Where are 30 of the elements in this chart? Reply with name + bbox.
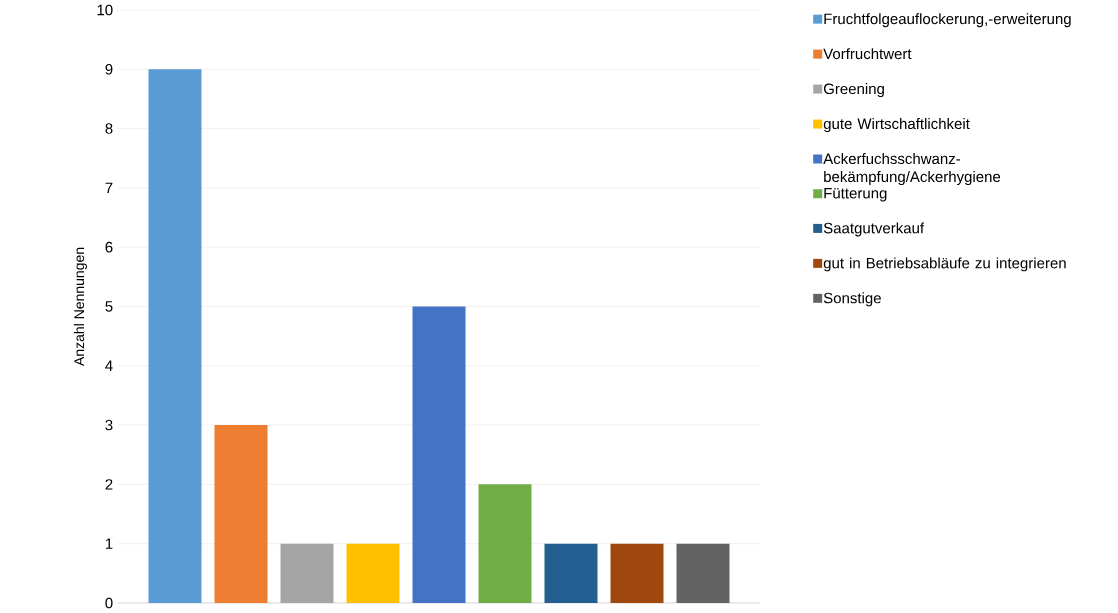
bar [478, 484, 532, 603]
y-tick-label: 9 [105, 63, 113, 75]
legend-label: Sonstige [823, 292, 881, 307]
bar [148, 69, 202, 603]
y-tick-label: 4 [105, 360, 113, 371]
y-tick-label: 1 [105, 538, 113, 549]
y-tick-label: 8 [105, 123, 113, 134]
bar [544, 543, 598, 603]
y-tick-label: 10 [97, 4, 113, 16]
y-tick-label: 2 [105, 479, 113, 490]
bar [280, 543, 334, 603]
y-tick-label: 7 [105, 182, 113, 194]
legend-label: Saatgutverkauf [823, 222, 925, 237]
y-tick-label: 6 [105, 241, 113, 253]
legend-label: Ackerfuchsschwanz-bekämpfung/Ackerhygiene [823, 153, 1001, 186]
bar [610, 543, 664, 603]
legend-label: Fruchtfolgeauflockerung,-erweiterung [824, 13, 1071, 28]
y-tick-label: 5 [105, 301, 113, 312]
bar [412, 306, 466, 603]
legend-label: Vorfruchtwert [823, 48, 912, 60]
legend-label: Greening [823, 83, 884, 98]
y-tick-label: 3 [105, 419, 113, 431]
y-axis-title: Anzahl Nennungen [73, 247, 87, 367]
bar [214, 425, 268, 603]
legend-label: gute Wirtschaftlichkeit [823, 118, 970, 133]
legend-label: gut in Betriebsabläufe zu integrieren [823, 257, 1066, 272]
legend-label: Fütterung [824, 188, 887, 202]
bar [346, 543, 400, 603]
bar [676, 543, 730, 603]
y-tick-label: 0 [105, 597, 113, 609]
